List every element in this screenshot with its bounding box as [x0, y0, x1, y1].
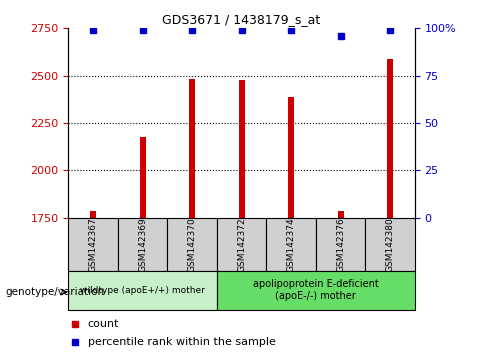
Bar: [217, 218, 266, 271]
Bar: [387, 59, 393, 218]
Text: genotype/variation: genotype/variation: [5, 287, 104, 297]
Title: GDS3671 / 1438179_s_at: GDS3671 / 1438179_s_at: [163, 13, 321, 26]
Text: percentile rank within the sample: percentile rank within the sample: [88, 337, 276, 347]
Bar: [189, 79, 195, 218]
Text: GSM142370: GSM142370: [187, 217, 197, 272]
Bar: [338, 211, 344, 218]
Bar: [118, 218, 167, 271]
Text: GSM142372: GSM142372: [237, 217, 246, 272]
Text: GSM142367: GSM142367: [88, 217, 98, 272]
Bar: [167, 218, 217, 271]
Text: GSM142376: GSM142376: [336, 217, 345, 272]
Bar: [316, 218, 366, 271]
Bar: [266, 218, 316, 271]
Text: count: count: [88, 319, 119, 329]
Text: GSM142369: GSM142369: [138, 217, 147, 272]
Bar: [288, 97, 294, 218]
Bar: [239, 80, 244, 218]
Bar: [366, 218, 415, 271]
Text: apolipoprotein E-deficient
(apoE-/-) mother: apolipoprotein E-deficient (apoE-/-) mot…: [253, 279, 379, 301]
Bar: [90, 211, 96, 218]
Text: wildtype (apoE+/+) mother: wildtype (apoE+/+) mother: [80, 286, 205, 295]
Text: GSM142374: GSM142374: [286, 217, 296, 272]
Text: GSM142380: GSM142380: [386, 217, 395, 272]
Bar: [217, 271, 415, 310]
Bar: [140, 137, 145, 218]
Bar: [68, 271, 217, 310]
Bar: [68, 218, 118, 271]
